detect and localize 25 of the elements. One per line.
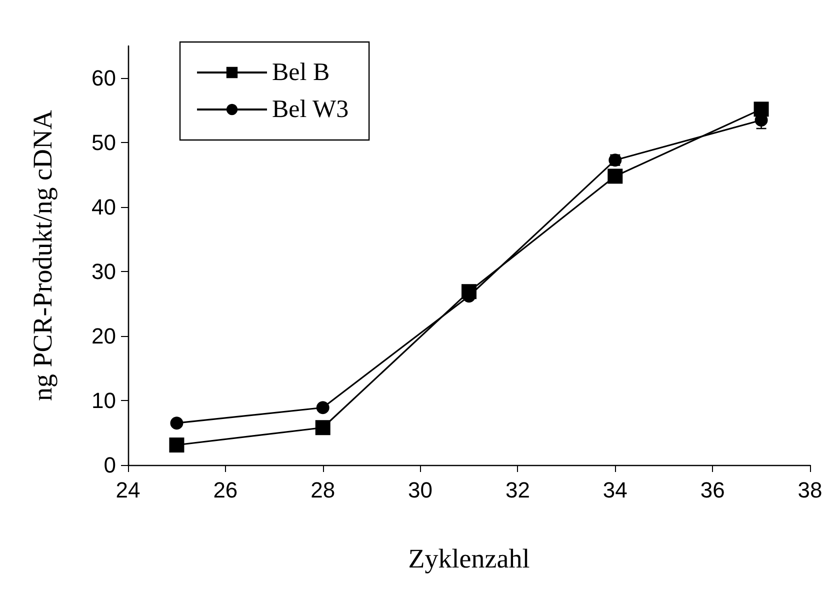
x-tick-label: 36 — [700, 478, 725, 502]
y-tick-label: 20 — [92, 324, 116, 349]
y-tick-label: 0 — [104, 452, 116, 478]
point — [169, 438, 184, 453]
x-tick-label: 28 — [310, 478, 336, 502]
legend-label: Bel B — [272, 59, 330, 86]
point — [608, 168, 623, 184]
point — [315, 420, 330, 436]
point — [754, 102, 769, 117]
y-tick-label: 10 — [92, 388, 116, 414]
point — [170, 416, 184, 430]
x-tick-label: 38 — [798, 478, 822, 502]
y-tick-label: 30 — [92, 259, 116, 284]
y-tick-label: 40 — [92, 194, 116, 220]
x-axis-title: Zyklenzahl — [408, 544, 530, 574]
point — [316, 401, 330, 414]
y-tick-label: 60 — [92, 66, 116, 91]
x-tick-label: 34 — [602, 478, 628, 502]
legend-label: Bel W3 — [272, 96, 349, 123]
x-tick-label: 30 — [408, 478, 433, 502]
y-tick-label: 50 — [92, 130, 116, 156]
y-axis-title: ng PCR-Produkt/ng cDNA — [28, 109, 58, 402]
x-tick-label: 24 — [116, 478, 140, 502]
x-tick-label: 32 — [505, 478, 530, 502]
x-tick-label: 26 — [213, 478, 238, 502]
